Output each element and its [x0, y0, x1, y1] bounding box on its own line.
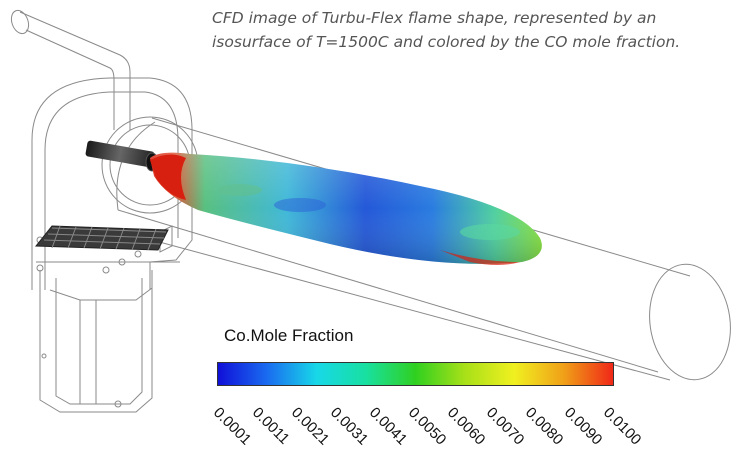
- burner-nozzle: [85, 140, 159, 172]
- colorbar-title: Co.Mole Fraction: [224, 326, 354, 345]
- flame-isosurface: [150, 152, 542, 265]
- grate: [34, 225, 169, 251]
- lower-box: [39, 270, 153, 413]
- figure-caption: CFD image of Turbu-Flex flame shape, rep…: [212, 9, 681, 51]
- exhaust-pipe: [10, 9, 131, 130]
- colorbar: [217, 362, 614, 386]
